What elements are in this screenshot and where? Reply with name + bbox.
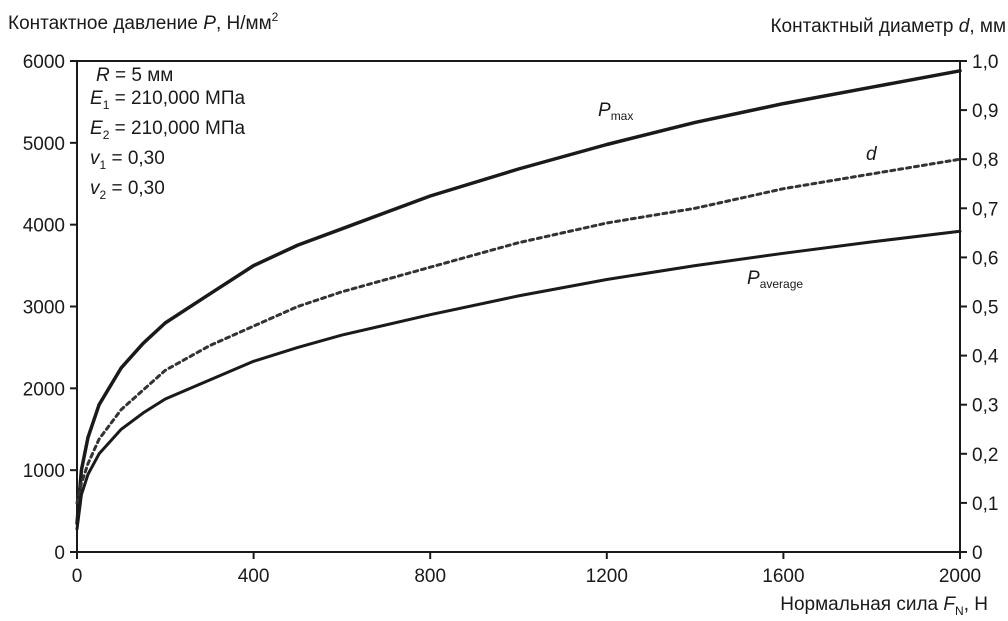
parameter-subscript: 2 [102,128,110,142]
y-right-tick-label-7: 0,7 [972,199,998,220]
x-tick-label-3: 1200 [586,566,628,587]
tick-labels: 0 400 800 1200 1600 2000010002000300040005000… [23,52,999,587]
parameter-symbol: E [90,88,103,109]
parameter-subscript: 1 [99,158,107,172]
label-p-average: Paverage [747,268,803,291]
curves [75,69,962,531]
parameters-box: R = 5 мм E1 = 210,000 МПа E2 = 210,000 МПа… [90,64,245,207]
y-right-tick-label-1: 0,1 [972,494,998,515]
curve-d [75,157,962,505]
left-axis-symbol: P [203,13,216,34]
x-tick-label-2: 800 [414,566,446,587]
label-d-symbol: d [866,144,877,165]
axes [70,60,967,559]
y-left-tick-label-4: 4000 [23,216,65,237]
parameter-row: v1 = 0,30 [90,147,245,177]
y-left-tick-label-6: 6000 [23,52,65,73]
parameter-value: = 0,30 [106,148,165,169]
y-right-tick-label-2: 0,2 [972,445,998,466]
y-right-tick-label-4: 0,4 [972,347,999,368]
label-d: d [866,144,877,166]
parameter-symbol: v [90,178,100,199]
parameter-row: R = 5 мм [96,64,245,87]
x-axis-symbol: F [943,594,956,615]
label-p-average-symbol: P [747,268,760,289]
left-axis-unit-sup: 2 [271,10,279,24]
y-right-tick-label-9: 0,9 [972,101,998,122]
parameter-value: = 210,000 МПа [109,118,246,139]
parameter-symbol: E [90,118,103,139]
parameter-row: v2 = 0,30 [90,177,245,207]
y-right-tick-label-10: 1,0 [972,52,998,73]
x-axis-unit: Н [974,594,988,615]
parameter-subscript: 1 [102,98,110,112]
y-right-tick-label-8: 0,8 [972,150,998,171]
right-axis-title: Контактный диаметр d, мм [770,16,1006,37]
x-tick-label-4: 1600 [762,566,804,587]
label-p-max-sub: max [610,109,634,123]
y-left-tick-label-0: 0 [54,543,65,564]
label-p-max: Pmax [598,100,633,123]
x-axis-symbol-sub: N [955,604,964,618]
parameter-row: E2 = 210,000 МПа [90,117,245,147]
parameter-row: E1 = 210,000 МПа [90,87,245,117]
parameter-value: = 210,000 МПа [109,88,246,109]
curve-p-average [75,229,962,531]
y-left-tick-label-3: 3000 [23,298,65,319]
y-left-tick-label-1: 1000 [23,461,65,482]
left-axis-title: Контактное давление P, Н/мм2 [8,10,279,34]
left-axis-title-text: Контактное давление [8,13,198,34]
parameter-symbol: v [90,148,100,169]
parameter-value: = 0,30 [106,178,165,199]
x-tick-label-0: 0 [72,566,83,587]
y-left-tick-label-5: 5000 [23,134,65,155]
parameter-symbol: R [96,65,110,86]
parameter-value: = 5 мм [109,65,174,86]
curve-p-max [75,69,962,526]
right-axis-title-text: Контактный диаметр [770,16,954,37]
left-axis-unit: Н/мм [226,13,272,34]
y-left-tick-label-2: 2000 [23,379,65,400]
x-tick-label-5: 2000 [939,566,981,587]
label-p-max-symbol: P [598,100,611,121]
label-p-average-sub: average [759,277,804,291]
y-right-tick-label-0: 0 [972,543,983,564]
x-tick-label-1: 400 [238,566,270,587]
parameter-subscript: 2 [99,188,107,202]
x-axis-title-text: Нормальная сила [780,594,939,615]
x-axis-title: Нормальная сила FN, Н [780,594,988,618]
y-right-tick-label-6: 0,6 [972,248,998,269]
right-axis-symbol: d [958,16,970,37]
right-axis-unit: мм [979,16,1006,37]
y-right-tick-label-5: 0,5 [972,298,998,319]
y-right-tick-label-3: 0,3 [972,396,998,417]
